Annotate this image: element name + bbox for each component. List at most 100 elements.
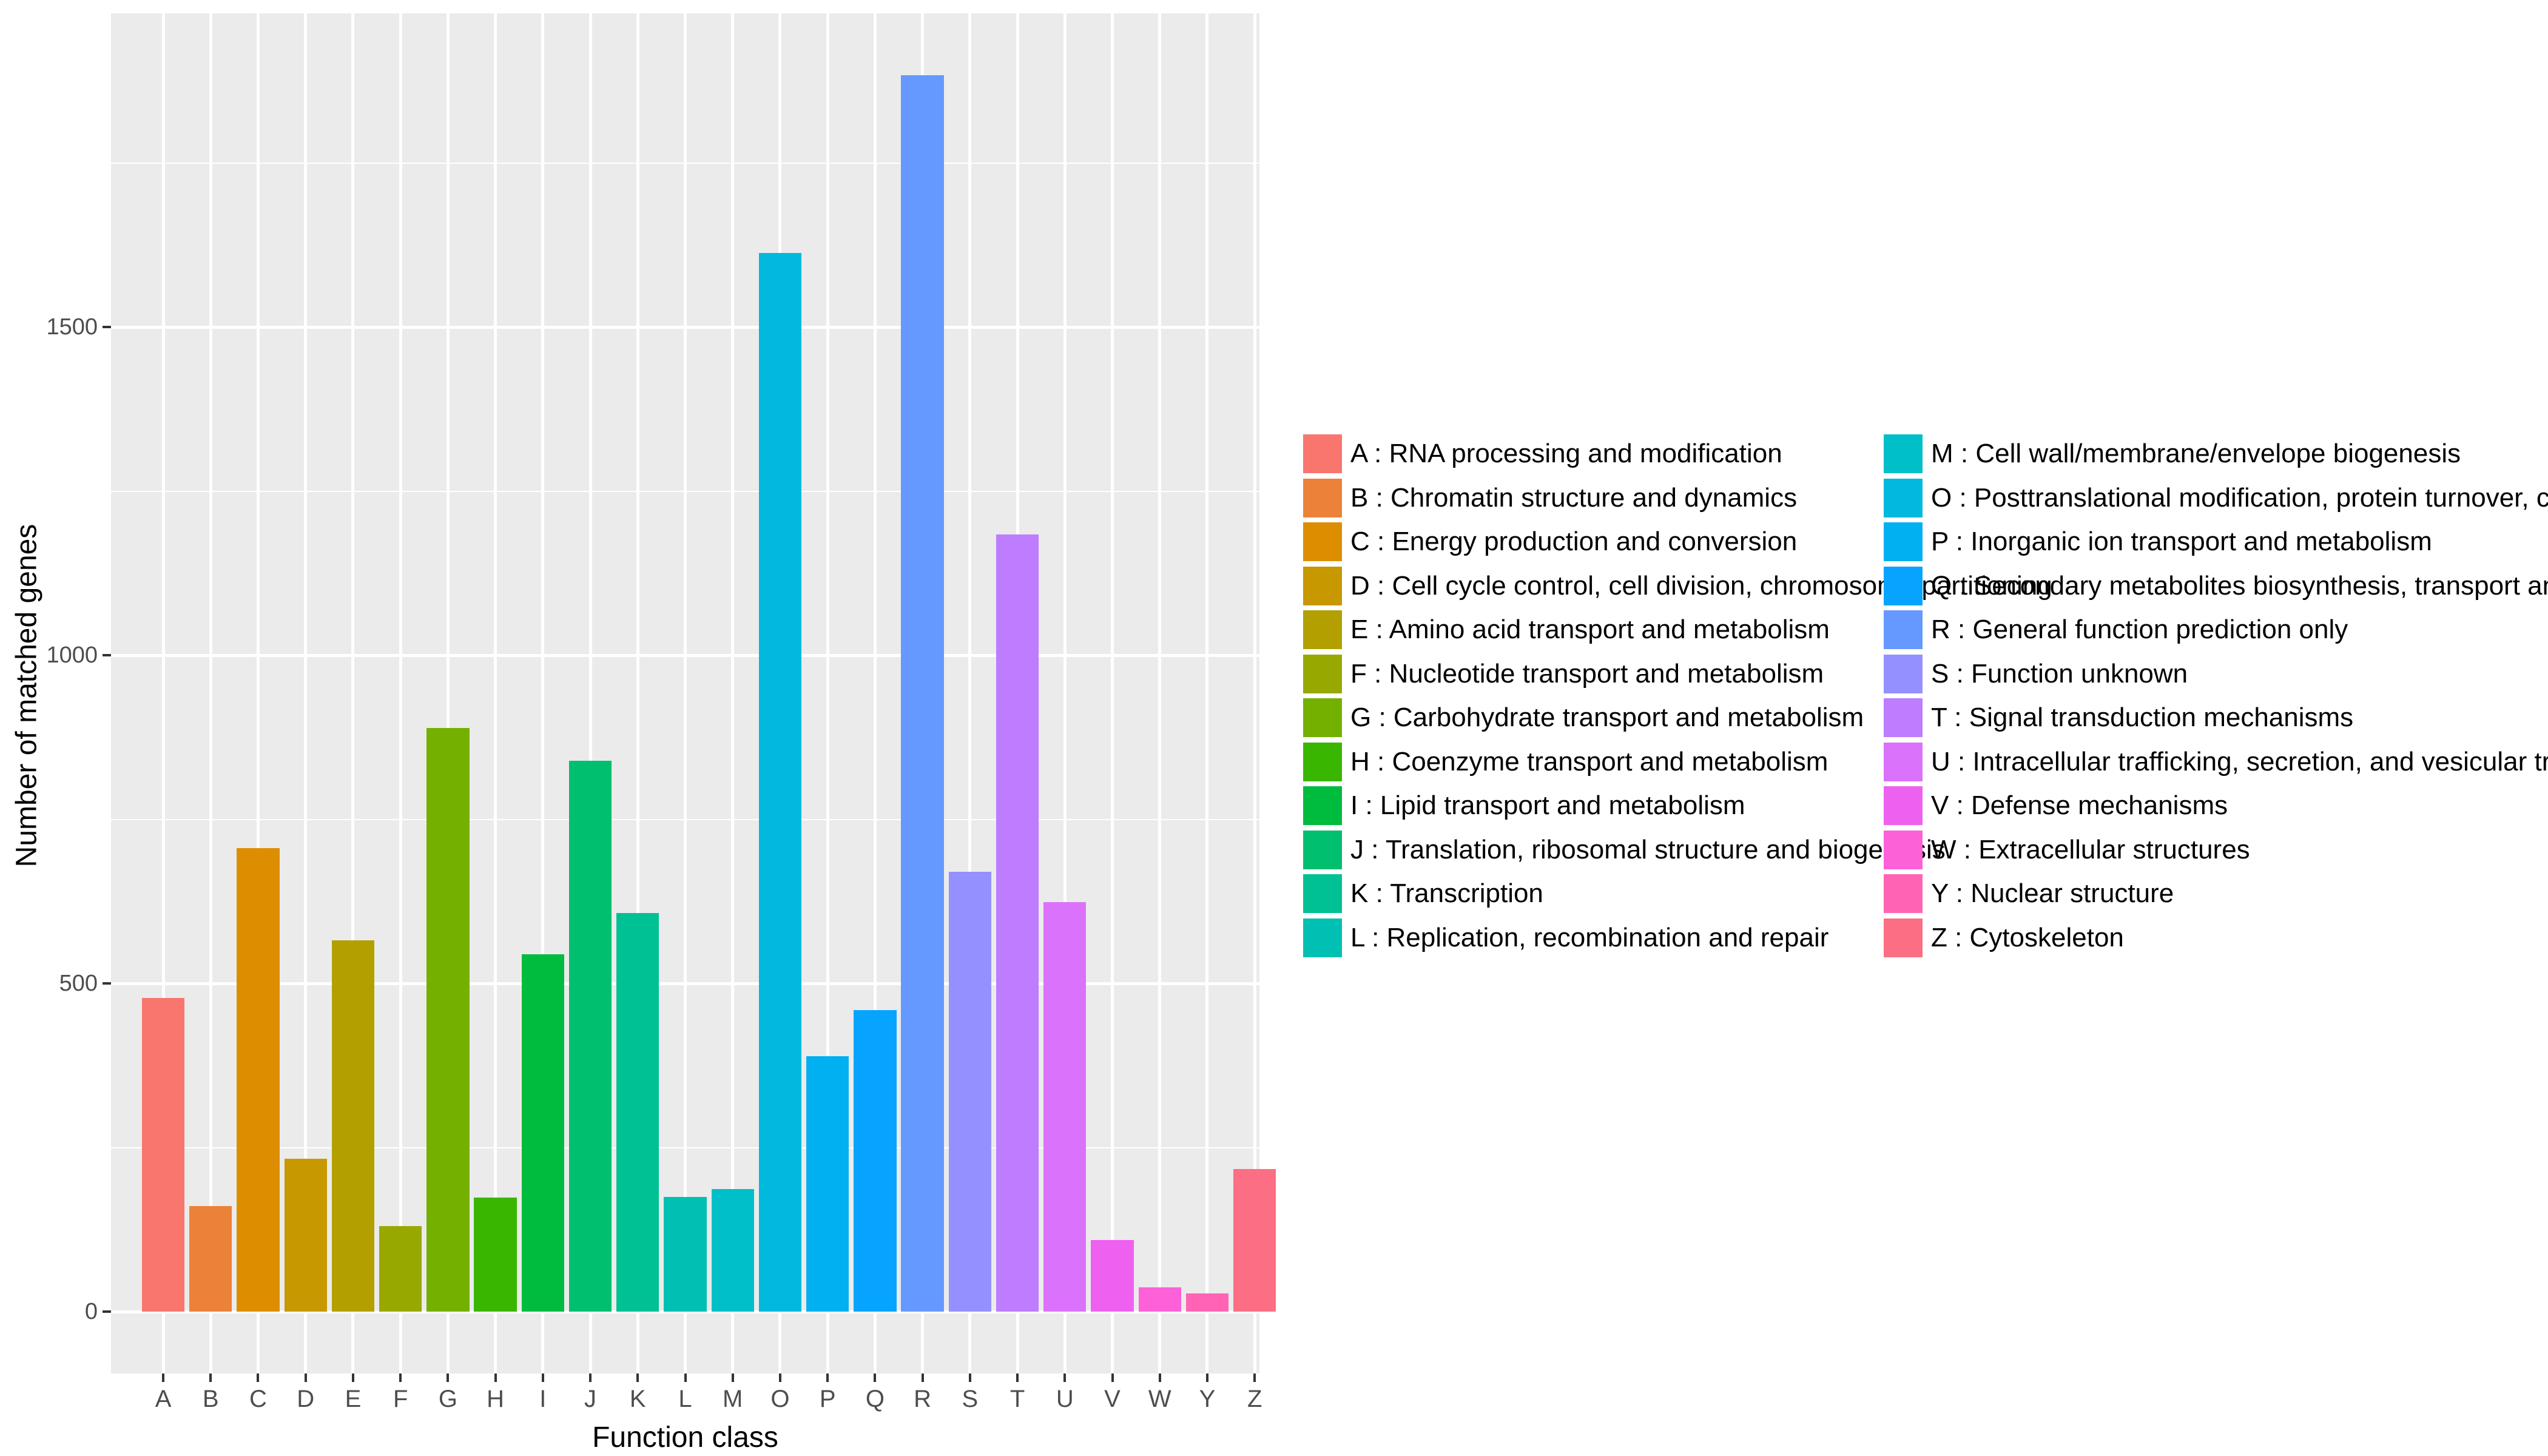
x-tick-V xyxy=(1111,1373,1114,1382)
x-gridline-I xyxy=(541,13,545,1373)
y-minor-gridline-750 xyxy=(111,818,1259,820)
x-gridline-W xyxy=(1158,13,1162,1373)
x-tick-I xyxy=(541,1373,544,1382)
y-major-gridline-0 xyxy=(111,1310,1259,1313)
legend-key-G xyxy=(1303,698,1342,738)
legend-label-S: S : Function unknown xyxy=(1931,658,2188,689)
x-tick-label-E: E xyxy=(345,1386,362,1412)
y-tick-500 xyxy=(103,982,111,985)
x-tick-label-C: C xyxy=(249,1386,267,1412)
legend-key-W xyxy=(1884,830,1923,869)
legend-label-K: K : Transcription xyxy=(1350,878,1543,909)
x-tick-label-D: D xyxy=(297,1386,315,1412)
x-gridline-B xyxy=(209,13,212,1373)
legend-label-E: E : Amino acid transport and metabolism xyxy=(1350,615,1830,645)
y-major-gridline-1500 xyxy=(111,325,1259,329)
x-tick-label-K: K xyxy=(629,1386,646,1412)
bar-Y xyxy=(1185,1293,1229,1312)
legend-key-I xyxy=(1303,786,1342,826)
x-tick-H xyxy=(494,1373,497,1382)
legend-label-P: P : Inorganic ion transport and metaboli… xyxy=(1931,527,2432,557)
bar-F xyxy=(379,1226,422,1312)
y-major-gridline-1000 xyxy=(111,653,1259,657)
bar-T xyxy=(996,534,1039,1312)
x-tick-label-S: S xyxy=(962,1386,979,1412)
x-tick-label-B: B xyxy=(202,1386,219,1412)
x-gridline-J xyxy=(588,13,592,1373)
legend-key-P xyxy=(1884,522,1923,562)
x-tick-Z xyxy=(1253,1373,1256,1382)
legend-label-G: G : Carbohydrate transport and metabolis… xyxy=(1350,703,1864,733)
x-tick-F xyxy=(399,1373,402,1382)
y-tick-1500 xyxy=(103,326,111,328)
bar-I xyxy=(521,954,565,1312)
legend-key-R xyxy=(1884,610,1923,650)
x-tick-U xyxy=(1063,1373,1067,1382)
x-gridline-Q xyxy=(873,13,877,1373)
bar-C xyxy=(237,848,280,1312)
legend-label-V: V : Defense mechanisms xyxy=(1931,790,2228,821)
x-tick-label-U: U xyxy=(1056,1386,1074,1412)
bar-U xyxy=(1043,902,1087,1312)
x-tick-label-T: T xyxy=(1009,1386,1025,1412)
bar-L xyxy=(664,1196,707,1312)
x-tick-D xyxy=(304,1373,307,1382)
legend-key-T xyxy=(1884,698,1923,738)
x-tick-A xyxy=(162,1373,165,1382)
bar-E xyxy=(331,940,375,1312)
x-gridline-P xyxy=(826,13,829,1373)
y-minor-gridline-1750 xyxy=(111,162,1259,164)
x-tick-Y xyxy=(1205,1373,1208,1382)
x-gridline-F xyxy=(399,13,402,1373)
legend-key-O xyxy=(1884,478,1923,517)
x-gridline-E xyxy=(351,13,355,1373)
legend-key-K xyxy=(1303,874,1342,914)
y-minor-gridline-250 xyxy=(111,1147,1259,1148)
x-tick-P xyxy=(826,1373,829,1382)
legend-key-L xyxy=(1303,918,1342,957)
x-gridline-K xyxy=(636,13,639,1373)
x-gridline-V xyxy=(1111,13,1114,1373)
legend-label-A: A : RNA processing and modification xyxy=(1350,439,1782,468)
bar-J xyxy=(568,761,612,1312)
legend-key-M xyxy=(1884,434,1923,473)
bar-B xyxy=(189,1205,232,1312)
legend-label-H: H : Coenzyme transport and metabolism xyxy=(1350,746,1828,777)
legend-label-Q: Q : Secondary metabolites biosynthesis, … xyxy=(1931,570,2548,601)
x-gridline-U xyxy=(1063,13,1067,1373)
plot-panel xyxy=(111,13,1276,1373)
x-tick-C xyxy=(257,1373,260,1382)
bar-R xyxy=(901,75,944,1312)
legend-label-Y: Y : Nuclear structure xyxy=(1931,878,2174,909)
legend-key-V xyxy=(1884,786,1923,826)
x-gridline-M xyxy=(731,13,735,1373)
y-minor-gridline-1250 xyxy=(111,490,1259,492)
x-tick-label-G: G xyxy=(438,1386,457,1412)
legend-key-Y xyxy=(1884,874,1923,914)
legend-key-H xyxy=(1303,742,1342,781)
x-gridline-H xyxy=(494,13,497,1373)
legend-label-R: R : General function prediction only xyxy=(1931,615,2348,645)
legend-label-I: I : Lipid transport and metabolism xyxy=(1350,790,1745,821)
x-tick-label-Z: Z xyxy=(1247,1386,1262,1412)
x-tick-label-A: A xyxy=(155,1386,172,1412)
x-gridline-L xyxy=(684,13,687,1373)
bar-Q xyxy=(854,1010,897,1312)
legend-key-D xyxy=(1303,566,1342,605)
legend-key-B xyxy=(1303,478,1342,517)
legend-key-F xyxy=(1303,654,1342,693)
x-tick-label-P: P xyxy=(819,1386,836,1412)
x-tick-E xyxy=(351,1373,354,1382)
bar-G xyxy=(426,728,470,1312)
x-axis-title: Function class xyxy=(592,1421,778,1454)
legend-label-J: J : Translation, ribosomal structure and… xyxy=(1350,834,1946,864)
legend-label-W: W : Extracellular structures xyxy=(1931,834,2250,864)
y-tick-label-500: 500 xyxy=(59,971,98,996)
legend-label-B: B : Chromatin structure and dynamics xyxy=(1350,482,1798,513)
legend-label-M: M : Cell wall/membrane/envelope biogenes… xyxy=(1931,439,2461,468)
legend-label-T: T : Signal transduction mechanisms xyxy=(1931,703,2354,733)
legend-label-F: F : Nucleotide transport and metabolism xyxy=(1350,658,1824,689)
x-tick-W xyxy=(1158,1373,1161,1382)
x-tick-label-O: O xyxy=(770,1386,790,1412)
y-tick-label-1500: 1500 xyxy=(46,314,98,340)
